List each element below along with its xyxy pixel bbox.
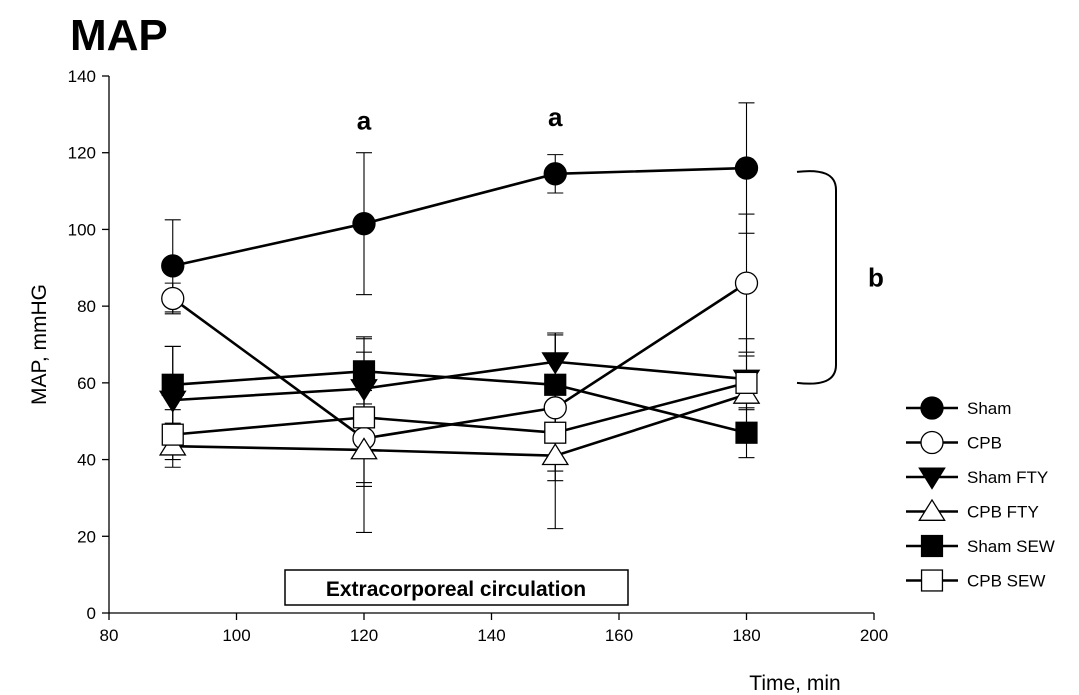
legend: Sham CPB Sham FTY CPB FTY Sham SEW CPB SEW [906, 396, 1055, 592]
legend-marker-sham-fty [918, 467, 946, 490]
data-point-sham-sew [352, 360, 376, 383]
error-bars [164, 102, 755, 534]
x-tick-label: 200 [860, 626, 888, 645]
data-point-cpb-sew [161, 423, 184, 446]
y-tick-label: 140 [68, 67, 96, 86]
data-point-sham-sew [161, 373, 184, 396]
legend-label-sham-fty: Sham FTY [967, 468, 1048, 487]
legend-marker-sham [920, 396, 944, 420]
data-point-sham [734, 156, 759, 180]
legend-label-cpb-fty: CPB FTY [967, 503, 1039, 522]
x-axis-label: Time, min [749, 672, 840, 695]
series-line-cpb-sew [172, 381, 747, 436]
y-tick-label: 120 [68, 144, 96, 163]
ecc-box-frame [284, 569, 629, 606]
data-point-sham [161, 254, 185, 278]
legend-label-sham-sew: Sham SEW [967, 537, 1055, 556]
significance-bracket [796, 170, 837, 385]
legend-label-cpb-sew: CPB SEW [967, 572, 1045, 591]
y-tick-label: 60 [77, 374, 96, 393]
series-line-sham-fty [172, 360, 747, 402]
y-tick-label: 0 [87, 604, 96, 623]
series-line-sham [172, 166, 747, 268]
legend-marker-cpb-fty [918, 498, 946, 521]
chart-title: MAP [70, 11, 168, 60]
data-point-sham [352, 212, 376, 236]
y-tick-label: 40 [77, 451, 96, 470]
legend-marker-cpb [920, 430, 944, 455]
significance-label-b: b [868, 262, 884, 292]
series-layer [158, 102, 761, 534]
y-tick-label: 80 [77, 297, 96, 316]
x-tick-label: 140 [477, 626, 505, 645]
data-point-cpb-sew [544, 421, 567, 444]
data-point-sham-fty [541, 352, 570, 375]
data-point-cpb-sew [352, 406, 376, 429]
significance-label-a: a [357, 106, 372, 136]
ecc-box: Extracorporeal circulation [284, 569, 629, 606]
series-markers [158, 156, 761, 466]
significance-label-a: a [548, 102, 563, 132]
x-tick-label: 80 [100, 626, 119, 645]
data-point-cpb-fty [350, 437, 378, 460]
x-tick-label: 120 [350, 626, 378, 645]
legend-marker-sham-sew [920, 534, 944, 558]
data-point-cpb-sew [735, 371, 758, 394]
y-tick-label: 100 [68, 220, 96, 239]
data-point-sham-sew [735, 421, 758, 444]
legend-label-sham: Sham [967, 399, 1011, 418]
data-point-sham [543, 162, 567, 186]
data-point-cpb [734, 271, 759, 295]
data-point-cpb [161, 286, 185, 311]
x-tick-label: 180 [732, 626, 760, 645]
annotation-layer: a a b [357, 102, 884, 385]
x-tick-label: 100 [222, 626, 250, 645]
axes: 0 20 40 60 80 100 120 140 80 100 120 140 160 180 200 [68, 67, 889, 645]
data-point-cpb-fty [541, 442, 570, 466]
data-point-cpb [543, 396, 567, 420]
legend-label-cpb: CPB [967, 434, 1002, 453]
y-tick-label: 20 [77, 527, 96, 546]
legend-marker-cpb-sew [920, 569, 944, 592]
ecc-box-label: Extracorporeal circulation [326, 578, 586, 601]
y-axis-label: MAP, mmHG [28, 284, 51, 405]
series-line-cpb-fty [172, 393, 747, 458]
series-line-cpb [171, 282, 748, 440]
data-point-sham-sew [544, 373, 567, 396]
series-lines [171, 166, 748, 458]
x-tick-label: 160 [605, 626, 633, 645]
